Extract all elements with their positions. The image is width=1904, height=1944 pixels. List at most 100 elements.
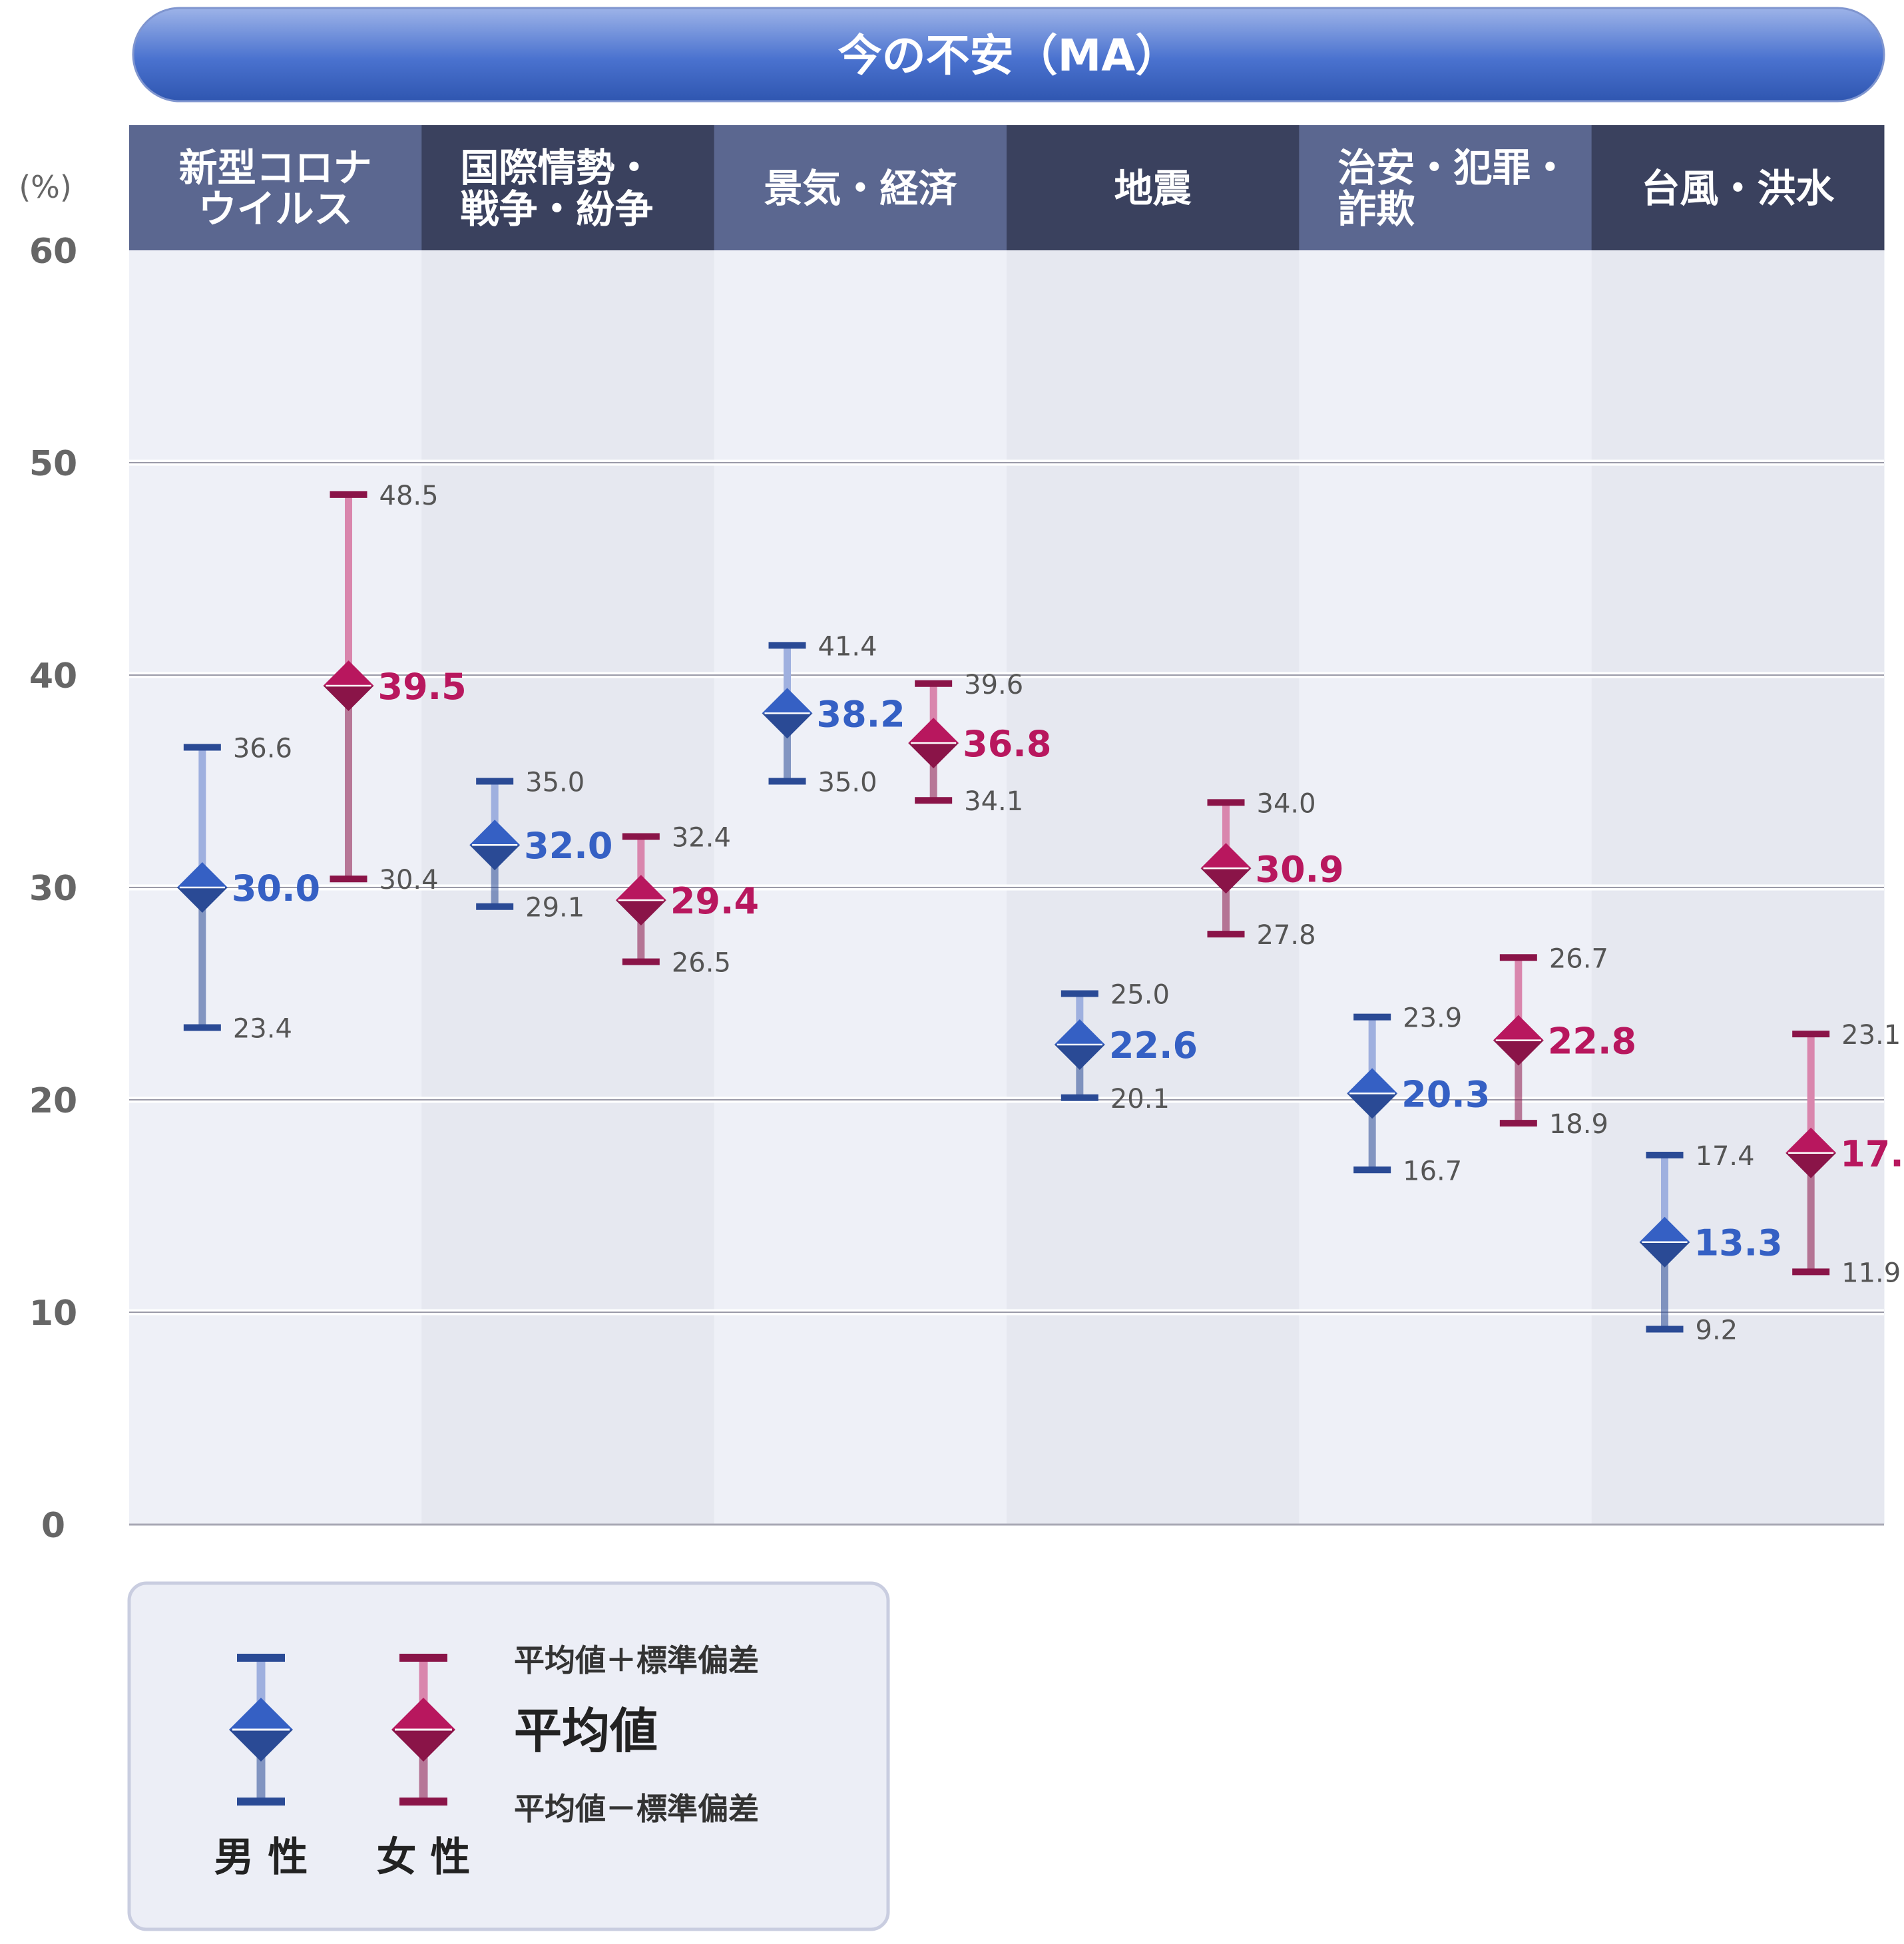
lower-value-label: 9.2: [1696, 1316, 1738, 1346]
category-label: 戦争・紛争: [460, 186, 653, 232]
mean-value-label: 29.4: [670, 880, 759, 922]
category-label: ウイルス: [198, 186, 353, 232]
mean-value-label: 22.8: [1548, 1021, 1636, 1063]
mean-diamond-bottom: [176, 887, 228, 913]
male-mark: 17.4 9.2 13.3: [1639, 1141, 1783, 1346]
upper-value-label: 48.5: [379, 481, 439, 511]
category-label: 治安・犯罪・: [1337, 145, 1569, 190]
mean-diamond-bottom: [1200, 868, 1252, 894]
lower-value-label: 20.1: [1110, 1084, 1170, 1114]
mean-diamond-bottom: [762, 713, 813, 739]
mean-diamond-top: [176, 862, 228, 887]
y-tick-labels: 0 10 20 30 40 50 60: [29, 232, 77, 1546]
legend-diamond-top: [229, 1698, 293, 1730]
female-mark: 39.6 34.1 36.8: [908, 670, 1051, 817]
category-label: 地震: [1114, 166, 1192, 211]
female-mark: 34.0 27.8 30.9: [1200, 788, 1344, 951]
lower-value-label: 30.4: [379, 865, 439, 895]
legend-diamond-top: [391, 1698, 455, 1730]
category-header-cell: [1299, 125, 1592, 250]
legend-female-symbol: [391, 1654, 455, 1806]
mean-value-label: 22.6: [1109, 1025, 1198, 1067]
mean-value-label: 30.9: [1256, 848, 1344, 890]
y-tick-label: 40: [29, 656, 77, 696]
legend-male-label: 男 性: [214, 1834, 308, 1881]
mean-value-label: 32.0: [524, 825, 612, 867]
lower-value-label: 26.5: [672, 948, 731, 979]
mean-value-label: 39.5: [378, 666, 467, 708]
mean-diamond-top: [1200, 843, 1252, 869]
category-header-cell: [129, 125, 422, 250]
y-tick-label: 50: [29, 444, 77, 484]
mean-diamond-bottom: [323, 685, 374, 711]
mean-diamond-top: [762, 688, 813, 714]
male-mark: 41.4 35.0 38.2: [762, 631, 905, 798]
y-tick-label: 10: [29, 1294, 77, 1334]
upper-value-label: 39.6: [964, 670, 1023, 700]
upper-value-label: 36.6: [233, 733, 292, 764]
category-label: 詐欺: [1337, 186, 1415, 232]
lower-value-label: 35.0: [818, 768, 877, 798]
title-bar: [132, 7, 1885, 103]
mean-diamond-top: [1054, 1019, 1105, 1045]
y-tick-label: 60: [29, 232, 77, 272]
lower-value-label: 29.1: [525, 893, 585, 923]
lower-value-label: 27.8: [1257, 920, 1316, 951]
mean-value-label: 13.3: [1694, 1222, 1783, 1264]
legend-male-symbol: [229, 1654, 293, 1806]
category-label: 台風・洪水: [1641, 166, 1835, 211]
mean-value-label: 36.8: [963, 723, 1051, 765]
legend-diamond-bottom: [391, 1730, 455, 1762]
mean-diamond-top: [615, 875, 666, 901]
category-header-cell: [1591, 125, 1885, 250]
upper-value-label: 23.1: [1841, 1020, 1901, 1051]
y-tick-label: 0: [41, 1506, 65, 1546]
male-mark: 25.0 20.1 22.6: [1054, 980, 1198, 1114]
upper-value-label: 32.4: [672, 822, 731, 853]
upper-value-label: 25.0: [1110, 980, 1170, 1011]
legend-lower-label: 平均値－標準偏差: [514, 1791, 759, 1827]
legend: 平均値＋標準偏差 平均値 平均値－標準偏差 男 性 女 性: [127, 1581, 890, 1931]
mean-diamond-bottom: [615, 900, 666, 926]
lower-value-label: 34.1: [964, 786, 1023, 817]
category-header-cell: [421, 125, 715, 250]
upper-value-label: 17.4: [1696, 1141, 1755, 1172]
legend-symbols: [229, 1654, 455, 1806]
mean-diamond-bottom: [908, 743, 959, 769]
lower-value-label: 18.9: [1549, 1109, 1608, 1140]
female-mark: 48.5 30.4 39.5: [323, 481, 467, 895]
mean-diamond-top: [469, 820, 521, 846]
legend-mean-label: 平均値: [514, 1703, 658, 1759]
legend-diamond-bottom: [229, 1730, 293, 1762]
title-banner: 今の不安（MA）: [132, 7, 1885, 103]
mean-value-label: 38.2: [817, 693, 905, 735]
mean-diamond-bottom: [1054, 1045, 1105, 1071]
chart-title: 今の不安（MA）: [838, 30, 1180, 81]
female-mark: 23.1 11.9 17.5: [1785, 1020, 1904, 1288]
category-label: 景気・経済: [764, 166, 957, 211]
mean-diamond-top: [1493, 1015, 1544, 1041]
mean-diamond-top: [1785, 1127, 1837, 1153]
y-axis-unit: (%): [19, 169, 72, 205]
male-mark: 23.9 16.7 20.3: [1347, 1003, 1490, 1186]
lower-value-label: 16.7: [1403, 1156, 1462, 1186]
upper-value-label: 34.0: [1257, 788, 1316, 819]
y-tick-label: 30: [29, 869, 77, 909]
mean-value-label: 30.0: [232, 867, 320, 909]
female-mark: 32.4 26.5 29.4: [615, 822, 759, 979]
gridlines: [129, 459, 1884, 1526]
mean-diamond-bottom: [1493, 1040, 1544, 1066]
male-mark: 36.6 23.4 30.0: [176, 733, 320, 1045]
mean-diamond-top: [908, 718, 959, 744]
female-mark: 26.7 18.9 22.8: [1493, 943, 1636, 1140]
mean-value-label: 17.5: [1840, 1133, 1904, 1175]
male-mark: 35.0 29.1 32.0: [469, 768, 612, 923]
upper-value-label: 26.7: [1549, 943, 1608, 974]
category-label: 新型コロナ: [179, 145, 372, 190]
mean-diamond-bottom: [1785, 1152, 1837, 1178]
legend-upper-label: 平均値＋標準偏差: [514, 1642, 759, 1678]
mean-diamond-bottom: [1347, 1093, 1398, 1119]
category-header-cell: [714, 125, 1007, 250]
data-marks: 36.623.430.048.530.439.535.029.132.0 32.4…: [176, 481, 1904, 1346]
